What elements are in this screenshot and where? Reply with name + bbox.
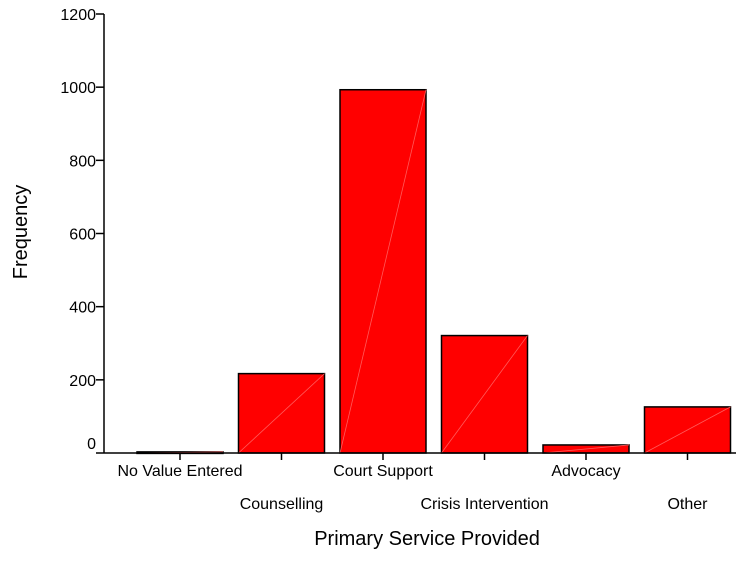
x-category-label: No Value Entered <box>117 463 242 480</box>
bar-highlight <box>542 444 630 454</box>
x-category-label: Advocacy <box>551 463 620 480</box>
y-tick-label: 0 <box>87 436 96 453</box>
y-tick-label: 600 <box>69 227 96 244</box>
bar-highlight <box>441 335 528 454</box>
bars <box>136 88 732 455</box>
y-tick-label: 1200 <box>60 7 96 24</box>
x-category-label: Crisis Intervention <box>420 496 548 513</box>
x-category-label: Other <box>667 496 708 513</box>
bar-highlight <box>339 89 427 454</box>
bar-highlight <box>644 406 731 454</box>
x-axis-title: Primary Service Provided <box>314 528 540 550</box>
y-tick-label: 1000 <box>60 80 96 97</box>
y-tick-label: 800 <box>69 153 96 170</box>
x-category-label: Court Support <box>333 463 433 480</box>
y-tick-label: 400 <box>69 300 96 317</box>
y-tick-label: 200 <box>69 373 96 390</box>
y-axis-title: Frequency <box>10 185 32 280</box>
x-category-label: Counselling <box>240 496 324 513</box>
bar-highlight <box>238 373 325 454</box>
x-axis-category-labels: No Value Entered Counselling Court Support… <box>117 453 708 513</box>
y-axis-ticks: 0 200 400 600 800 1000 1200 <box>60 7 104 454</box>
